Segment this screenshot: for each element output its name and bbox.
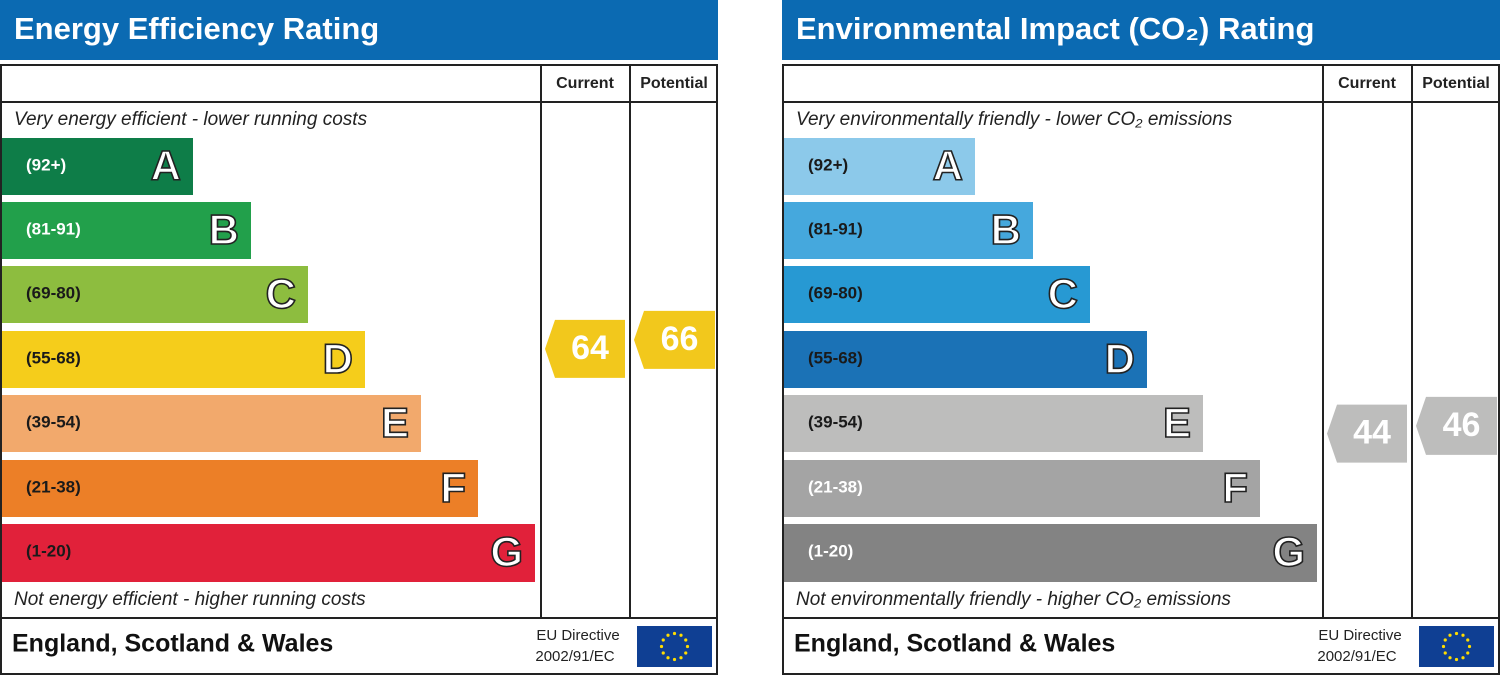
band-bar [784, 524, 1317, 582]
band-range: (92+) [808, 155, 848, 174]
band-letter: A [933, 142, 963, 189]
frame [782, 64, 1500, 675]
eu-star [661, 651, 665, 655]
band-letter: E [381, 399, 409, 446]
band-range: (1-20) [26, 541, 71, 560]
band-letter: C [266, 270, 296, 317]
top-note: Very energy efficient - lower running co… [14, 109, 368, 130]
band-range: (39-54) [26, 412, 81, 431]
eu-star [1454, 631, 1459, 636]
band-bar [2, 395, 421, 452]
country: England, Scotland & Wales [12, 630, 333, 658]
directive-line: 2002/91/EC [1317, 648, 1396, 665]
directive-line: EU Directive [1318, 627, 1401, 644]
band-range: (21-38) [808, 477, 863, 496]
band-bar [784, 331, 1147, 388]
directive-line: EU Directive [536, 627, 619, 644]
band-range: (55-68) [26, 348, 81, 367]
eu-star [1466, 651, 1470, 655]
band-bar [784, 202, 1033, 259]
rating-panel: Environmental Impact (CO₂) Rating Current… [782, 0, 1500, 675]
current-header: Current [1338, 75, 1396, 92]
band-bar [2, 524, 535, 582]
potential-value: 66 [661, 320, 699, 358]
potential-header: Potential [1422, 75, 1490, 92]
eu-star [1443, 651, 1447, 655]
panel-title: Environmental Impact (CO₂) Rating [796, 11, 1314, 46]
potential-value: 46 [1443, 406, 1481, 444]
potential-arrow [634, 310, 715, 369]
current-arrow [545, 319, 625, 378]
eu-star [1461, 656, 1465, 660]
band-range: (81-91) [808, 219, 863, 238]
band-letter: A [151, 142, 181, 189]
current-header: Current [556, 75, 614, 92]
band-range: (21-38) [26, 477, 81, 496]
eu-star [679, 633, 683, 637]
band-range: (39-54) [808, 412, 863, 431]
eu-star [1448, 656, 1452, 660]
band-letter: C [1048, 270, 1078, 317]
current-value: 44 [1353, 414, 1391, 452]
eu-star [679, 656, 683, 660]
band-letter: E [1163, 399, 1191, 446]
band-bar [2, 202, 251, 259]
eu-star [659, 644, 664, 649]
band-bar [2, 138, 193, 195]
eu-star [666, 633, 670, 637]
eu-star [1454, 657, 1459, 662]
band-bar [784, 395, 1203, 452]
band-range: (55-68) [808, 348, 863, 367]
band-range: (81-91) [26, 219, 81, 238]
potential-arrow [1416, 396, 1497, 455]
band-bar [784, 266, 1090, 323]
band-range: (69-80) [808, 283, 863, 302]
top-note: Very environmentally friendly - lower CO… [796, 109, 1233, 130]
band-letter: D [323, 335, 353, 382]
header-bar [782, 0, 1500, 60]
current-value: 64 [571, 329, 609, 367]
eu-star [666, 656, 670, 660]
band-letter: F [1222, 464, 1248, 511]
band-letter: F [440, 464, 466, 511]
current-arrow [1327, 404, 1407, 463]
bottom-note: Not environmentally friendly - higher CO… [796, 589, 1231, 610]
panel-title: Energy Efficiency Rating [14, 11, 379, 46]
eu-star [684, 638, 688, 642]
band-bar [2, 331, 365, 388]
band-bar [784, 460, 1260, 517]
eu-star [661, 638, 665, 642]
bottom-note: Not energy efficient - higher running co… [14, 589, 366, 610]
band-bar [2, 266, 308, 323]
eu-star [1443, 638, 1447, 642]
band-range: (69-80) [26, 283, 81, 302]
eu-star [1461, 633, 1465, 637]
country: England, Scotland & Wales [794, 630, 1115, 658]
eu-star [685, 644, 690, 649]
eu-star [1467, 644, 1472, 649]
eu-star [1466, 638, 1470, 642]
band-bar [784, 138, 975, 195]
rating-panel: Energy Efficiency Rating Current Potential… [0, 0, 718, 675]
eu-star [672, 631, 677, 636]
eu-star [684, 651, 688, 655]
band-range: (1-20) [808, 541, 853, 560]
eu-star [1441, 644, 1446, 649]
eu-star [1448, 633, 1452, 637]
header-bar [0, 0, 718, 60]
band-bar [2, 460, 478, 517]
eu-star [672, 657, 677, 662]
potential-header: Potential [640, 75, 708, 92]
band-range: (92+) [26, 155, 66, 174]
band-letter: B [209, 206, 239, 253]
band-letter: G [490, 528, 523, 575]
frame [0, 64, 718, 675]
band-letter: G [1272, 528, 1305, 575]
band-letter: D [1105, 335, 1135, 382]
band-letter: B [991, 206, 1021, 253]
directive-line: 2002/91/EC [535, 648, 614, 665]
